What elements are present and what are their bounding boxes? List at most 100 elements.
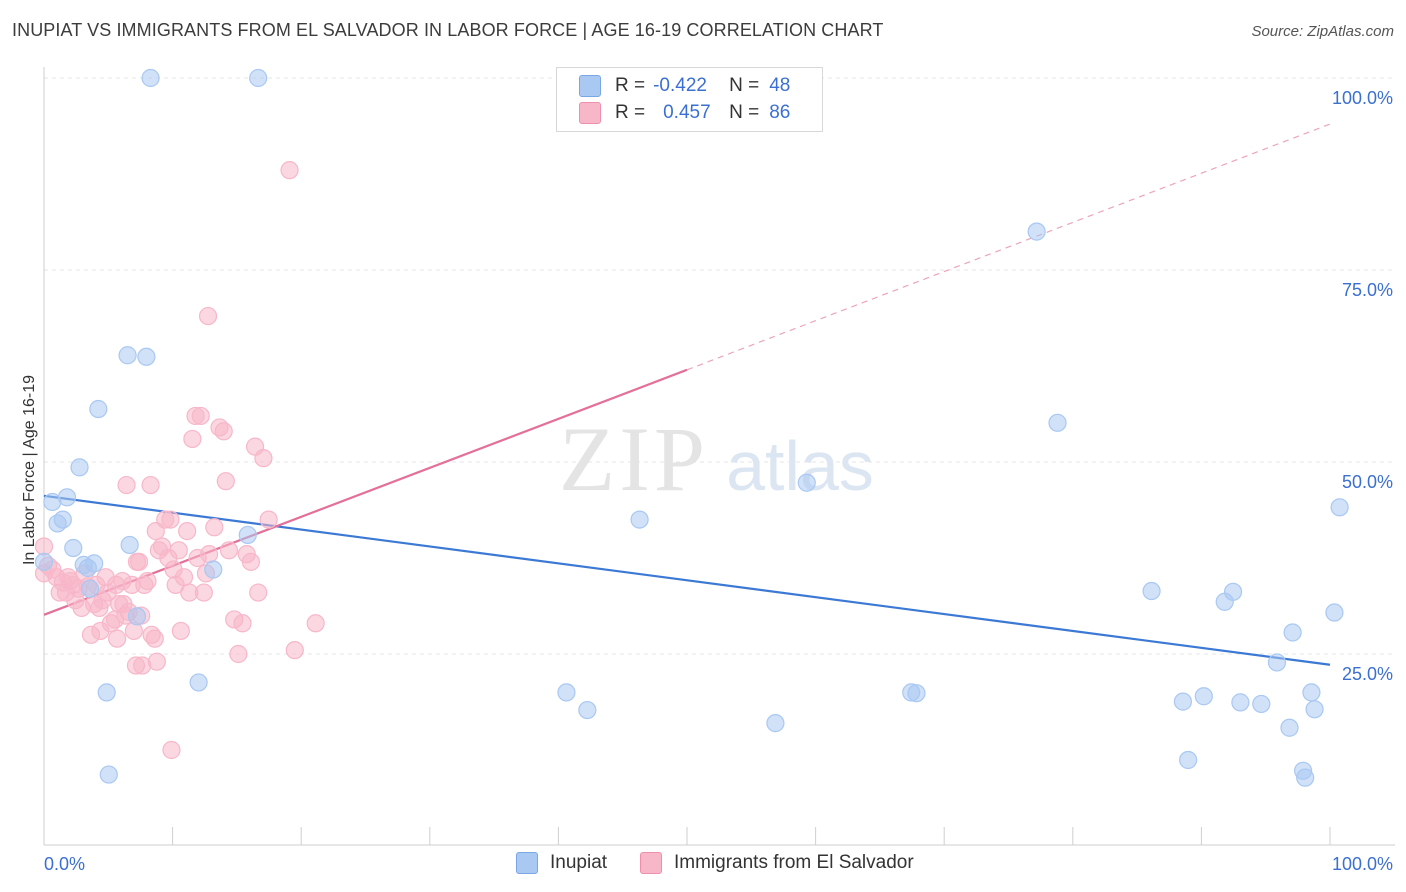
el-salvador-point (205, 518, 224, 537)
el-salvador-point (285, 641, 304, 660)
el-salvador-point (162, 740, 181, 760)
x-tick-label: 0.0% (44, 854, 85, 874)
bottom-legend-el-salvador: Immigrants from El Salvador (640, 852, 914, 874)
bottom-legend-swatch-inupiat (516, 852, 538, 874)
legend-n-value: 48 (769, 75, 791, 96)
inupiat-point (70, 458, 89, 477)
axes (43, 67, 1395, 846)
inupiat-point (1179, 750, 1198, 770)
el-salvador-point (91, 621, 110, 641)
watermark-zip: ZIP (559, 408, 709, 510)
chart-title: INUPIAT VS IMMIGRANTS FROM EL SALVADOR I… (12, 20, 884, 40)
el-salvador-point (138, 571, 157, 591)
el-salvador-point (174, 568, 194, 587)
legend-r-label: R = (615, 102, 646, 123)
el-salvador-point (259, 510, 278, 529)
watermark-atlas: atlas (726, 427, 874, 505)
legend-swatch-el-salvador (579, 102, 601, 124)
el-salvador-point (280, 161, 299, 180)
el-salvador-point (233, 614, 252, 633)
el-salvador-point (169, 541, 188, 560)
el-salvador-point (161, 510, 180, 529)
y-tick-label: 100.0% (1332, 88, 1393, 108)
el-salvador-point (241, 552, 260, 571)
y-tick-label: 75.0% (1342, 280, 1393, 300)
el-salvador-point (198, 306, 218, 326)
el-salvador-point (141, 475, 160, 495)
inupiat-point (189, 673, 208, 692)
el-salvador-point (126, 656, 146, 675)
inupiat-point (1302, 683, 1321, 702)
legend-n-label: N = (729, 75, 760, 96)
bottom-legend-inupiat: Inupiat (516, 852, 607, 874)
inupiat-point (1330, 498, 1349, 517)
inupiat-point (99, 765, 118, 784)
legend-n-value: 86 (769, 102, 791, 123)
el-salvador-point (106, 575, 126, 594)
inupiat-point (1325, 603, 1344, 622)
bottom-legend-label-inupiat: Inupiat (550, 852, 608, 873)
inupiat-point (1027, 222, 1046, 241)
el-salvador-point (146, 522, 165, 541)
el-salvador-point (306, 614, 325, 633)
el-salvador-point (254, 449, 273, 468)
trend-lines (43, 123, 1331, 666)
el-salvador-point (147, 652, 166, 671)
el-salvador-point (199, 545, 219, 564)
inupiat-point (1296, 768, 1315, 787)
inupiat-point (1142, 581, 1161, 601)
el-salvador-point (129, 552, 149, 571)
tick-labels: 25.0% 50.0% 75.0% 100.0% 0.0% 100.0% (44, 88, 1393, 874)
el-salvador-trend-extension (686, 123, 1331, 371)
inupiat-point (137, 347, 156, 366)
legend-r-value: 0.457 (663, 102, 711, 123)
inupiat-point (1252, 694, 1271, 714)
inupiat-point (204, 560, 223, 579)
inupiat-point (1305, 700, 1324, 719)
el-salvador-point (191, 406, 210, 426)
inupiat-point (1280, 718, 1299, 737)
el-salvador-point (216, 472, 235, 491)
inupiat-point (1231, 693, 1250, 712)
data-points (34, 68, 1349, 787)
inupiat-point (85, 554, 104, 573)
inupiat-point (118, 346, 137, 365)
bottom-legend: Inupiat Immigrants from El Salvador (0, 852, 1406, 878)
x-tick-label: 100.0% (1332, 854, 1393, 874)
legend-swatch-inupiat (579, 75, 601, 97)
el-salvador-point (249, 583, 268, 602)
inupiat-point (1194, 687, 1213, 706)
inupiat-point (907, 684, 926, 703)
el-salvador-point (183, 429, 202, 449)
bottom-legend-swatch-el-salvador (640, 852, 662, 874)
legend-row-inupiat: R = -0.422 N = 48 (579, 74, 790, 98)
inupiat-point (120, 535, 139, 555)
legend-n-label: N = (729, 102, 760, 123)
el-salvador-point (117, 475, 136, 495)
el-salvador-point (194, 583, 213, 602)
inupiat-point (1223, 582, 1243, 601)
inupiat-point (249, 68, 268, 88)
el-salvador-point (114, 594, 133, 614)
inupiat-point (766, 714, 785, 733)
inupiat-point (797, 473, 816, 492)
el-salvador-point (219, 541, 239, 560)
el-salvador-point (145, 629, 164, 648)
y-tick-label: 50.0% (1342, 472, 1393, 492)
inupiat-trend-line (43, 494, 1331, 666)
inupiat-point (53, 510, 72, 529)
legend-r-value: -0.422 (653, 75, 707, 96)
el-salvador-point (171, 621, 190, 641)
inupiat-point (1267, 653, 1287, 672)
legend-row-el-salvador: R = 0.457 N = 86 (579, 101, 790, 125)
inupiat-point (1048, 413, 1067, 432)
inupiat-point (1173, 692, 1193, 711)
el-salvador-point (214, 422, 233, 441)
inupiat-point (557, 683, 576, 702)
watermark: ZIP atlas (559, 408, 874, 510)
inupiat-point (141, 68, 160, 88)
inupiat-point (238, 525, 257, 545)
inupiat-point (80, 579, 100, 598)
stats-legend: R = -0.422 N = 48 R = 0.457 N = 86 (556, 67, 823, 132)
